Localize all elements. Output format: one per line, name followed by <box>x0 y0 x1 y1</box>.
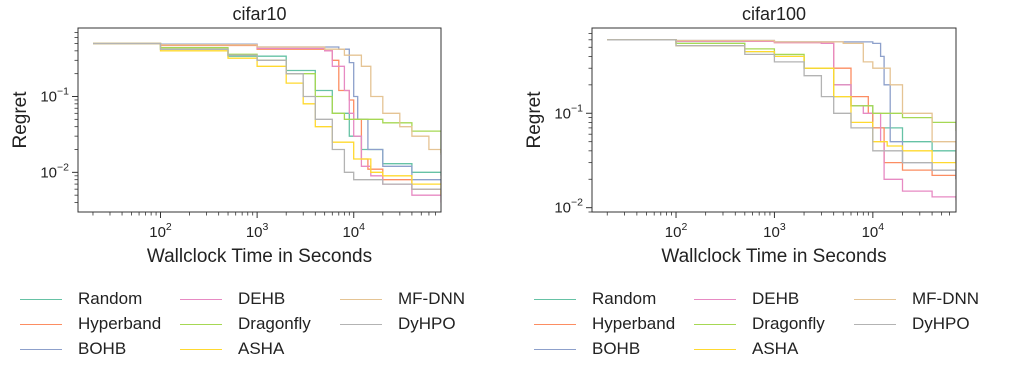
legend-label: MF-DNN <box>398 289 466 308</box>
legend-label: Dragonfly <box>238 314 311 333</box>
legend-swatch <box>854 323 896 325</box>
legend-swatch <box>20 323 62 325</box>
legend-right: Random Hyperband BOHB DEHB Dragonfly ASHA MF-D… <box>534 288 1004 360</box>
series-line-dyhpo <box>93 42 441 190</box>
legend-item-bohb: BOHB <box>534 338 694 360</box>
y-tick-label-base: 10 <box>554 200 571 217</box>
legend-label: ASHA <box>238 339 285 358</box>
legend-swatch <box>694 348 736 350</box>
chart-title: cifar100 <box>742 4 806 24</box>
legend-item-dragonfly: Dragonfly <box>180 313 340 335</box>
legend-label: ASHA <box>752 339 799 358</box>
legend-item-random: Random <box>534 288 694 310</box>
x-tick-label: 102 <box>665 221 688 241</box>
legend-left: Random Hyperband BOHB DEHB Dragonfly ASHA MF-D… <box>20 288 490 360</box>
legend-swatch <box>340 323 382 325</box>
legend-swatch <box>340 298 382 300</box>
series-line-asha <box>607 39 956 171</box>
series-group <box>93 42 441 203</box>
legend-item-asha: ASHA <box>694 338 854 360</box>
x-tick-label: 104 <box>342 221 365 241</box>
legend-item-mf-dnn: MF-DNN <box>340 288 490 310</box>
series-line-mf-dnn <box>607 39 956 163</box>
legend-item-dyhpo: DyHPO <box>854 313 1004 335</box>
legend-label: DEHB <box>752 289 800 308</box>
minor-ticks <box>74 31 436 216</box>
legend-item-random: Random <box>20 288 180 310</box>
legend-label: Hyperband <box>78 314 162 333</box>
legend-label: DyHPO <box>398 314 456 333</box>
legend-item-mf-dnn: MF-DNN <box>854 288 1004 310</box>
series-line-dyhpo <box>607 39 956 180</box>
legend-swatch <box>180 348 222 350</box>
legend-item-dehb: DEHB <box>180 288 340 310</box>
legend-item-hyperband: Hyperband <box>534 313 694 335</box>
x-tick-label: 102 <box>149 221 172 241</box>
x-tick-label: 103 <box>246 221 269 241</box>
legend-label: DyHPO <box>912 314 970 333</box>
legend-swatch <box>180 298 222 300</box>
y-axis-label: Regret <box>10 91 31 149</box>
legend-label: BOHB <box>592 339 641 358</box>
chart-title: cifar10 <box>232 4 286 24</box>
y-tick-label-exp: −2 <box>571 197 583 209</box>
legend-item-asha: ASHA <box>180 338 340 360</box>
series-line-dehb <box>607 39 956 201</box>
plot-frame <box>77 27 442 213</box>
legend-swatch <box>20 298 62 300</box>
legend-item-hyperband: Hyperband <box>20 313 180 335</box>
legend-swatch <box>534 323 576 325</box>
legend-swatch <box>854 298 896 300</box>
legend-label: MF-DNN <box>912 289 980 308</box>
series-line-dragonfly <box>607 39 956 131</box>
legend-label: DEHB <box>238 289 286 308</box>
legend-swatch <box>180 323 222 325</box>
y-tick-label-base: 10 <box>554 105 571 122</box>
legend-swatch <box>694 298 736 300</box>
y-tick-label-exp: −2 <box>57 161 69 173</box>
x-axis-label: Wallclock Time in Seconds <box>147 246 372 267</box>
y-axis-label: Regret <box>524 91 545 149</box>
legend-item-bohb: BOHB <box>20 338 180 360</box>
legend-swatch <box>534 298 576 300</box>
series-line-bohb <box>607 39 956 180</box>
y-tick-label-base: 10 <box>40 88 57 105</box>
y-tick-label-base: 10 <box>40 164 57 181</box>
x-tick-label: 104 <box>862 221 885 241</box>
y-tick-label-exp: −1 <box>571 102 583 114</box>
series-line-hyperband <box>607 39 956 180</box>
legend-swatch <box>694 323 736 325</box>
legend-swatch <box>20 348 62 350</box>
legend-item-dyhpo: DyHPO <box>340 313 490 335</box>
series-line-random <box>93 42 441 176</box>
series-line-random <box>607 39 956 163</box>
legend-label: BOHB <box>78 339 127 358</box>
series-line-asha <box>93 42 441 196</box>
legend-swatch <box>534 348 576 350</box>
x-tick-label: 103 <box>763 221 786 241</box>
legend-label: Random <box>78 289 143 308</box>
minor-ticks <box>588 33 950 216</box>
legend-label: Dragonfly <box>752 314 825 333</box>
series-line-mf-dnn <box>93 42 441 155</box>
series-group <box>607 39 956 201</box>
legend-label: Hyperband <box>592 314 676 333</box>
legend-label: Random <box>592 289 657 308</box>
legend-item-dragonfly: Dragonfly <box>694 313 854 335</box>
y-tick-label-exp: −1 <box>57 85 69 97</box>
x-axis-label: Wallclock Time in Seconds <box>661 246 886 267</box>
legend-item-dehb: DEHB <box>694 288 854 310</box>
